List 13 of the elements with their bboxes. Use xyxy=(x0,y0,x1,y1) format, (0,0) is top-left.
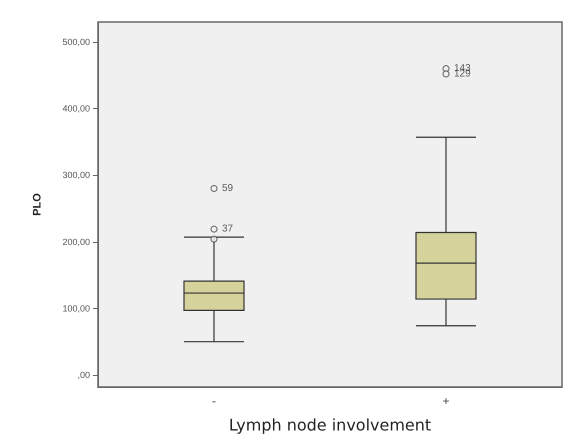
y-tick-label: 100,00 xyxy=(62,303,90,314)
annotation: 129 xyxy=(454,68,472,80)
x-tick-label: - xyxy=(212,394,216,408)
y-tick-label: 200,00 xyxy=(62,236,90,247)
y-tick-label: ,00 xyxy=(77,370,90,380)
annotation: 37 xyxy=(222,224,234,235)
annotation: 59 xyxy=(222,183,234,194)
y-tick-label: 400,00 xyxy=(62,104,90,114)
y-tick-label: 500,00 xyxy=(62,36,90,47)
x-axis-title: Lymph node involvement xyxy=(228,416,432,434)
x-tick-label: + xyxy=(442,394,450,408)
y-tick-label: 300,00 xyxy=(62,170,90,180)
y-axis-title: PLO xyxy=(32,192,44,216)
